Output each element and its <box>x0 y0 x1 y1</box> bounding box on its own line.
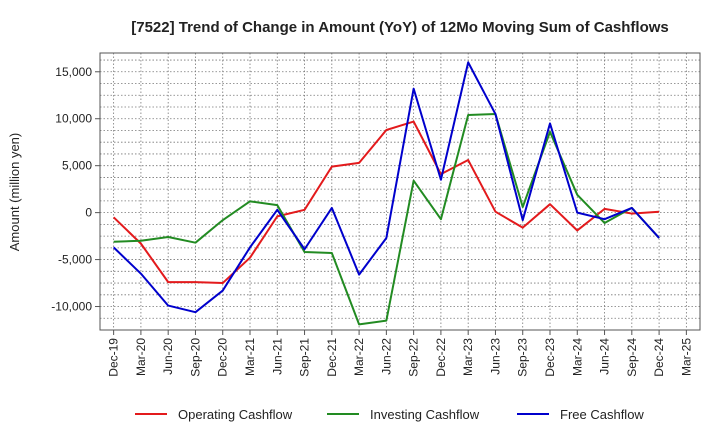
x-tick-label: Jun-22 <box>379 338 393 375</box>
y-tick-label: -5,000 <box>58 253 92 267</box>
legend-label-investing-cashflow: Investing Cashflow <box>370 407 480 422</box>
x-tick-label: Jun-23 <box>488 338 502 375</box>
x-tick-label: Dec-20 <box>216 338 230 377</box>
y-axis-label: Amount (million yen) <box>7 133 22 252</box>
x-tick-label: Jun-20 <box>161 338 175 375</box>
y-tick-label: 15,000 <box>55 65 92 79</box>
legend: Operating Cashflow Investing Cashflow Free… <box>135 407 644 422</box>
x-tick-label: Mar-21 <box>243 338 257 376</box>
x-tick-label: Mar-25 <box>679 338 693 376</box>
series-lines <box>112 61 660 326</box>
legend-label-free-cashflow: Free Cashflow <box>560 407 644 422</box>
x-tick-label: Mar-20 <box>134 338 148 376</box>
plot-area-frame <box>99 52 701 331</box>
series-line-investing-cashflow <box>113 113 660 326</box>
chart-title: [7522] Trend of Change in Amount (YoY) o… <box>131 19 669 36</box>
x-tick-label: Mar-24 <box>570 338 584 376</box>
legend-label-operating-cashflow: Operating Cashflow <box>178 407 293 422</box>
x-tick-label: Mar-22 <box>352 338 366 376</box>
x-tick-label: Dec-22 <box>434 338 448 377</box>
x-tick-label: Mar-23 <box>461 338 475 376</box>
x-tick-label: Jun-21 <box>270 338 284 375</box>
x-tick-label: Jun-24 <box>598 338 612 375</box>
series-line-free-cashflow <box>112 61 660 314</box>
x-tick-label: Dec-21 <box>325 338 339 377</box>
x-tick-label: Sep-20 <box>188 338 202 377</box>
x-tick-label: Dec-23 <box>543 338 557 377</box>
y-tick-label: -10,000 <box>51 300 92 314</box>
x-tick-label: Dec-24 <box>652 338 666 377</box>
y-axis-ticks: 15,000 10,000 5,000 0 -5,000 -10,000 <box>51 65 100 314</box>
y-tick-label: 5,000 <box>62 159 92 173</box>
x-tick-label: Dec-19 <box>107 338 121 377</box>
x-tick-label: Sep-22 <box>407 338 421 377</box>
x-tick-label: Sep-24 <box>625 338 639 377</box>
x-tick-label: Sep-21 <box>298 338 312 377</box>
series-line-operating-cashflow <box>112 120 660 285</box>
grid <box>100 53 700 330</box>
x-axis-ticks: Dec-19 Mar-20 Jun-20 Sep-20 Dec-20 Mar-21 Jun-… <box>107 330 693 377</box>
y-tick-label: 10,000 <box>55 112 92 126</box>
y-tick-label: 0 <box>85 206 92 220</box>
x-tick-label: Sep-23 <box>516 338 530 377</box>
